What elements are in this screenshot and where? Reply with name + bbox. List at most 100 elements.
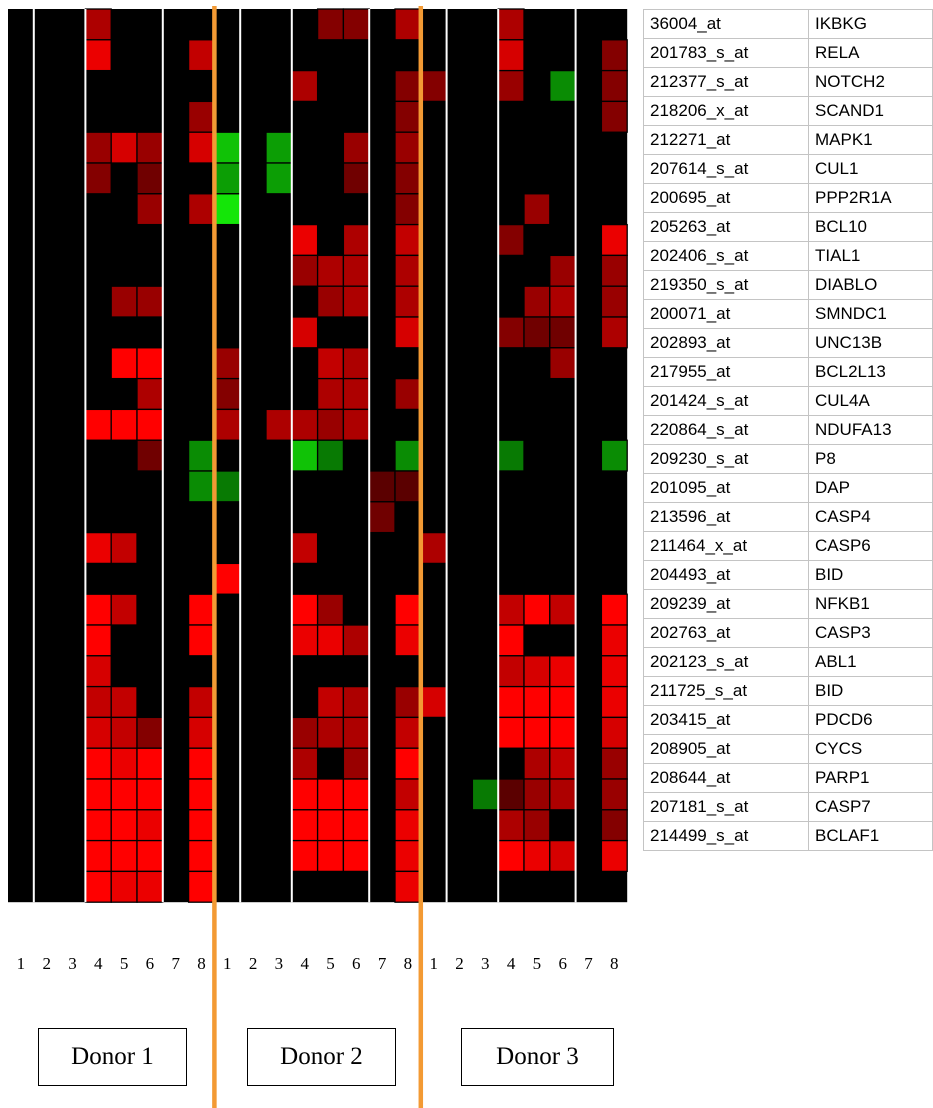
gene-symbol: DAP (808, 473, 933, 503)
heatmap-cell (523, 316, 551, 349)
probe-id: 214499_s_at (643, 821, 809, 851)
heatmap-cell (187, 470, 216, 503)
gene-row: 211464_x_at CASP6 (643, 531, 933, 561)
gene-symbol: PPP2R1A (808, 183, 933, 213)
gene-row: 213596_at CASP4 (643, 502, 933, 532)
heatmap-cell (84, 778, 112, 811)
gene-row: 212377_s_at NOTCH2 (643, 67, 933, 97)
probe-id: 205263_at (643, 212, 809, 242)
donor-1-label: Donor 1 (38, 1028, 187, 1086)
gene-symbol: BCL10 (808, 212, 933, 242)
column-label: 5 (533, 954, 542, 973)
heatmap-cell (316, 624, 345, 657)
probe-id: 220864_s_at (643, 415, 809, 445)
probe-id: 212271_at (643, 125, 809, 155)
heatmap-cell (497, 809, 525, 842)
heatmap-cell (187, 716, 216, 749)
gene-symbol: IKBKG (808, 9, 933, 39)
heatmap-cell (187, 624, 216, 657)
probe-id: 36004_at (643, 9, 809, 39)
heatmap-cell (497, 685, 525, 719)
gene-row: 201095_at DAP (643, 473, 933, 503)
heatmap-cell (523, 593, 551, 626)
heatmap-cell (213, 162, 241, 195)
gene-symbol: MAPK1 (808, 125, 933, 155)
heatmap-cell (110, 716, 138, 749)
heatmap-cell (84, 39, 112, 72)
gene-row: 214499_s_at BCLAF1 (643, 821, 933, 851)
heatmap-cell (291, 439, 319, 472)
heatmap-cell (187, 685, 216, 719)
heatmap-cell (291, 593, 319, 626)
heatmap-cell (84, 593, 112, 626)
probe-id: 204493_at (643, 560, 809, 590)
heatmap-cell (342, 408, 370, 441)
gene-row: 36004_at IKBKG (643, 9, 933, 39)
heatmap-cell (497, 593, 525, 626)
heatmap-cell (394, 870, 422, 903)
heatmap-cell (265, 408, 293, 441)
heatmap-cell (110, 685, 138, 719)
heatmap-cell (291, 408, 319, 441)
gene-label-table: 36004_at IKBKG 201783_s_at RELA 212377_s_at N… (643, 9, 933, 851)
column-label: 2 (455, 954, 464, 973)
heatmap-cell (110, 131, 138, 164)
heatmap-cell (497, 716, 525, 749)
heatmap-cell (84, 716, 112, 749)
gene-symbol: PARP1 (808, 763, 933, 793)
heatmap-cell (136, 162, 164, 195)
heatmap-cell (600, 809, 628, 842)
heatmap-cell (187, 839, 216, 873)
gene-symbol: UNC13B (808, 328, 933, 358)
heatmap-cell (497, 223, 525, 257)
heatmap-cell (600, 39, 628, 72)
heatmap-cell (394, 316, 422, 349)
heatmap-cell (136, 870, 164, 903)
gene-row: 220864_s_at NDUFA13 (643, 415, 933, 445)
heatmap-cell (316, 254, 345, 287)
gene-row: 208644_at PARP1 (643, 763, 933, 793)
heatmap-cell (291, 223, 319, 257)
heatmap-cell (291, 254, 319, 287)
heatmap-cell (420, 69, 448, 103)
gene-row: 212271_at MAPK1 (643, 125, 933, 155)
heatmap-cell (84, 809, 112, 842)
heatmap-cell (110, 593, 138, 626)
probe-id: 218206_x_at (643, 96, 809, 126)
heatmap-cell (136, 778, 164, 811)
heatmap-cell (549, 347, 577, 380)
column-label: 4 (94, 954, 103, 973)
heatmap-cell (342, 716, 370, 749)
heatmap-cell (316, 439, 345, 472)
heatmap-cell (187, 593, 216, 626)
heatmap-cell (497, 839, 525, 873)
probe-id: 202763_at (643, 618, 809, 648)
heatmap-cell (523, 778, 551, 811)
heatmap-cell (600, 685, 628, 719)
gene-symbol: BID (808, 560, 933, 590)
column-label: 8 (197, 954, 206, 973)
heatmap-cell (213, 131, 241, 164)
heatmap-cell (110, 778, 138, 811)
heatmap-cell (394, 685, 422, 719)
heatmap-cell (136, 193, 164, 226)
gene-symbol: CYCS (808, 734, 933, 764)
heatmap-cell (110, 347, 138, 380)
heatmap-cell (342, 254, 370, 287)
heatmap-cell (394, 377, 422, 411)
heatmap-cell (549, 839, 577, 873)
probe-id: 212377_s_at (643, 67, 809, 97)
gene-symbol: NOTCH2 (808, 67, 933, 97)
heatmap-cell (84, 685, 112, 719)
gene-row: 203415_at PDCD6 (643, 705, 933, 735)
heatmap-cell (136, 408, 164, 441)
heatmap-cell (549, 747, 577, 780)
heatmap-cell (187, 809, 216, 842)
column-label: 2 (42, 954, 51, 973)
heatmap-cell (394, 69, 422, 103)
column-label: 6 (352, 954, 361, 973)
heatmap-cell (600, 716, 628, 749)
heatmap-cell (394, 839, 422, 873)
heatmap-cell (84, 131, 112, 164)
heatmap-cell (549, 716, 577, 749)
